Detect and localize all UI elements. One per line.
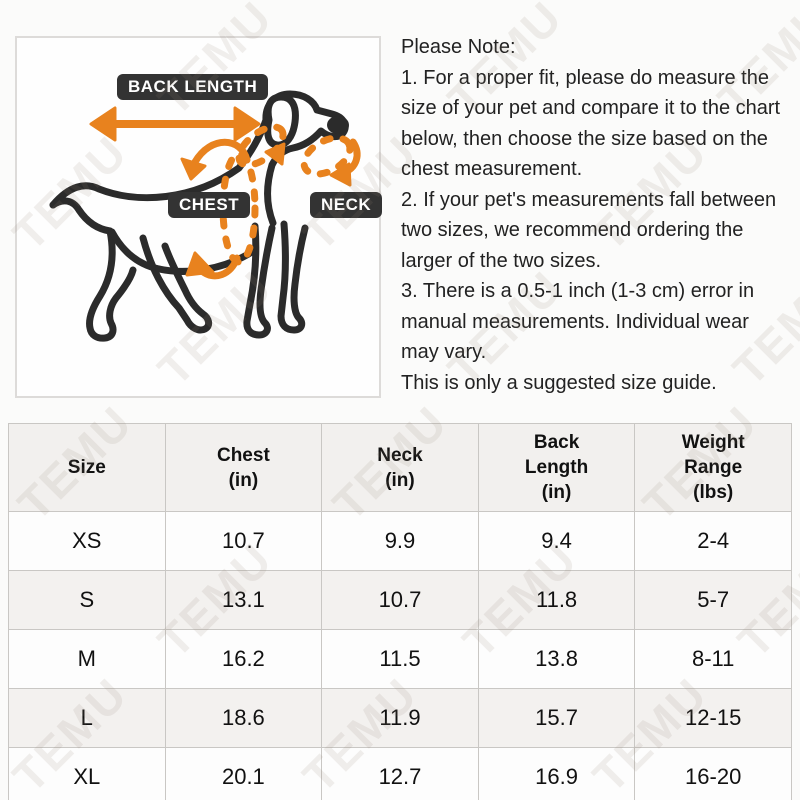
cell-neck: 11.5: [321, 629, 479, 689]
chest-arrowhead-top: [180, 157, 207, 181]
cell-chest: 10.7: [164, 511, 323, 571]
cell-weight-range: 8-11: [634, 629, 792, 689]
cell-weight-range: 5-7: [634, 570, 792, 630]
back-length-arrowhead-left: [89, 106, 117, 142]
cell-neck: 11.9: [321, 688, 479, 748]
dog-rear-leg-near: [139, 234, 213, 334]
cell-chest: 18.6: [164, 688, 323, 748]
back-length-arrowhead-right: [233, 106, 261, 142]
cell-size: L: [8, 688, 166, 748]
dog-front-leg-near: [243, 222, 276, 339]
note-line-9: manual measurements. Individual wear: [401, 310, 749, 333]
note-line-1: 1. For a proper fit, please do measure t…: [401, 66, 769, 89]
dog-back-tail-line: [49, 116, 270, 209]
cell-neck: 10.7: [321, 570, 479, 630]
note-line-11: This is only a suggested size guide.: [401, 371, 717, 394]
cell-weight-range: 16-20: [634, 747, 792, 800]
note-title: Please Note:: [401, 36, 516, 58]
table-row-s: S 13.1 10.7 11.8 5-7: [8, 570, 792, 630]
chest-arrowhead-bottom: [185, 251, 215, 277]
table-header-row: Size Chest (in) Neck (in) Back Length (i…: [8, 423, 792, 512]
note-line-10: may vary.: [401, 341, 487, 363]
cell-back-length: 16.9: [477, 747, 636, 800]
neck-arrowhead: [329, 162, 352, 187]
neck-girth-ellipse: [300, 134, 354, 178]
note-line-3: below, then choose the size based on the: [401, 127, 768, 150]
table-row-xs: XS 10.7 9.9 9.4 2-4: [8, 511, 792, 571]
table-row-l: L 18.6 11.9 15.7 12-15: [8, 688, 792, 748]
neck-base-arrowhead: [264, 142, 286, 166]
size-chart-table: Size Chest (in) Neck (in) Back Length (i…: [8, 423, 792, 800]
table-row-xl: XL 20.1 12.7 16.9 16-20: [8, 747, 792, 800]
cell-neck: 12.7: [321, 747, 479, 800]
dog-rear-leg-far: [86, 227, 137, 342]
header-chest: Chest (in): [164, 423, 323, 512]
cell-weight-range: 2-4: [634, 511, 792, 571]
cell-back-length: 13.8: [477, 629, 636, 689]
note-line-8: 3. There is a 0.5-1 inch (1-3 cm) error …: [401, 280, 755, 302]
dog-head-outline: [262, 90, 349, 227]
cell-size: S: [8, 570, 166, 630]
cell-size: M: [8, 629, 166, 689]
note-line-2: size of your pet and compare it to the c…: [401, 97, 781, 119]
back-length-label: BACK LENGTH: [117, 74, 269, 100]
note-line-4: chest measurement.: [401, 158, 583, 180]
header-back-length: Back Length (in): [477, 423, 636, 512]
cell-back-length: 11.8: [477, 570, 636, 630]
cell-size: XL: [8, 747, 166, 800]
neck-base-girth-ellipse: [235, 123, 287, 169]
header-size: Size: [8, 423, 166, 512]
dog-illustration: [49, 90, 361, 342]
neck-label: NECK: [310, 192, 383, 218]
cell-chest: 13.1: [164, 570, 323, 630]
dog-nose: [327, 116, 349, 134]
dog-measurement-diagram: BACK LENGTH CHEST NECK: [15, 36, 383, 398]
dog-tail-underside: [49, 197, 114, 235]
table-row-m: M 16.2 11.5 13.8 8-11: [8, 629, 792, 689]
header-weight-range: Weight Range (lbs): [634, 423, 792, 512]
note-line-6: two sizes, we recommend ordering the: [401, 219, 744, 241]
note-line-7: larger of the two sizes.: [401, 249, 602, 272]
note-text-block: Please Note: 1. For a proper fit, please…: [401, 32, 797, 398]
cell-back-length: 9.4: [477, 511, 636, 571]
cell-weight-range: 12-15: [634, 688, 792, 748]
cell-chest: 20.1: [164, 747, 323, 800]
cell-chest: 16.2: [164, 629, 323, 689]
cell-back-length: 15.7: [477, 688, 636, 748]
cell-neck: 9.9: [321, 511, 479, 571]
dog-front-leg-far: [277, 220, 309, 334]
chest-label: CHEST: [168, 192, 251, 218]
chest-arrow-top: [191, 138, 251, 166]
cell-size: XS: [8, 511, 166, 571]
note-line-5: 2. If your pet's measurements fall betwe…: [401, 188, 777, 211]
header-neck: Neck (in): [321, 423, 479, 512]
dog-ear: [264, 93, 299, 149]
